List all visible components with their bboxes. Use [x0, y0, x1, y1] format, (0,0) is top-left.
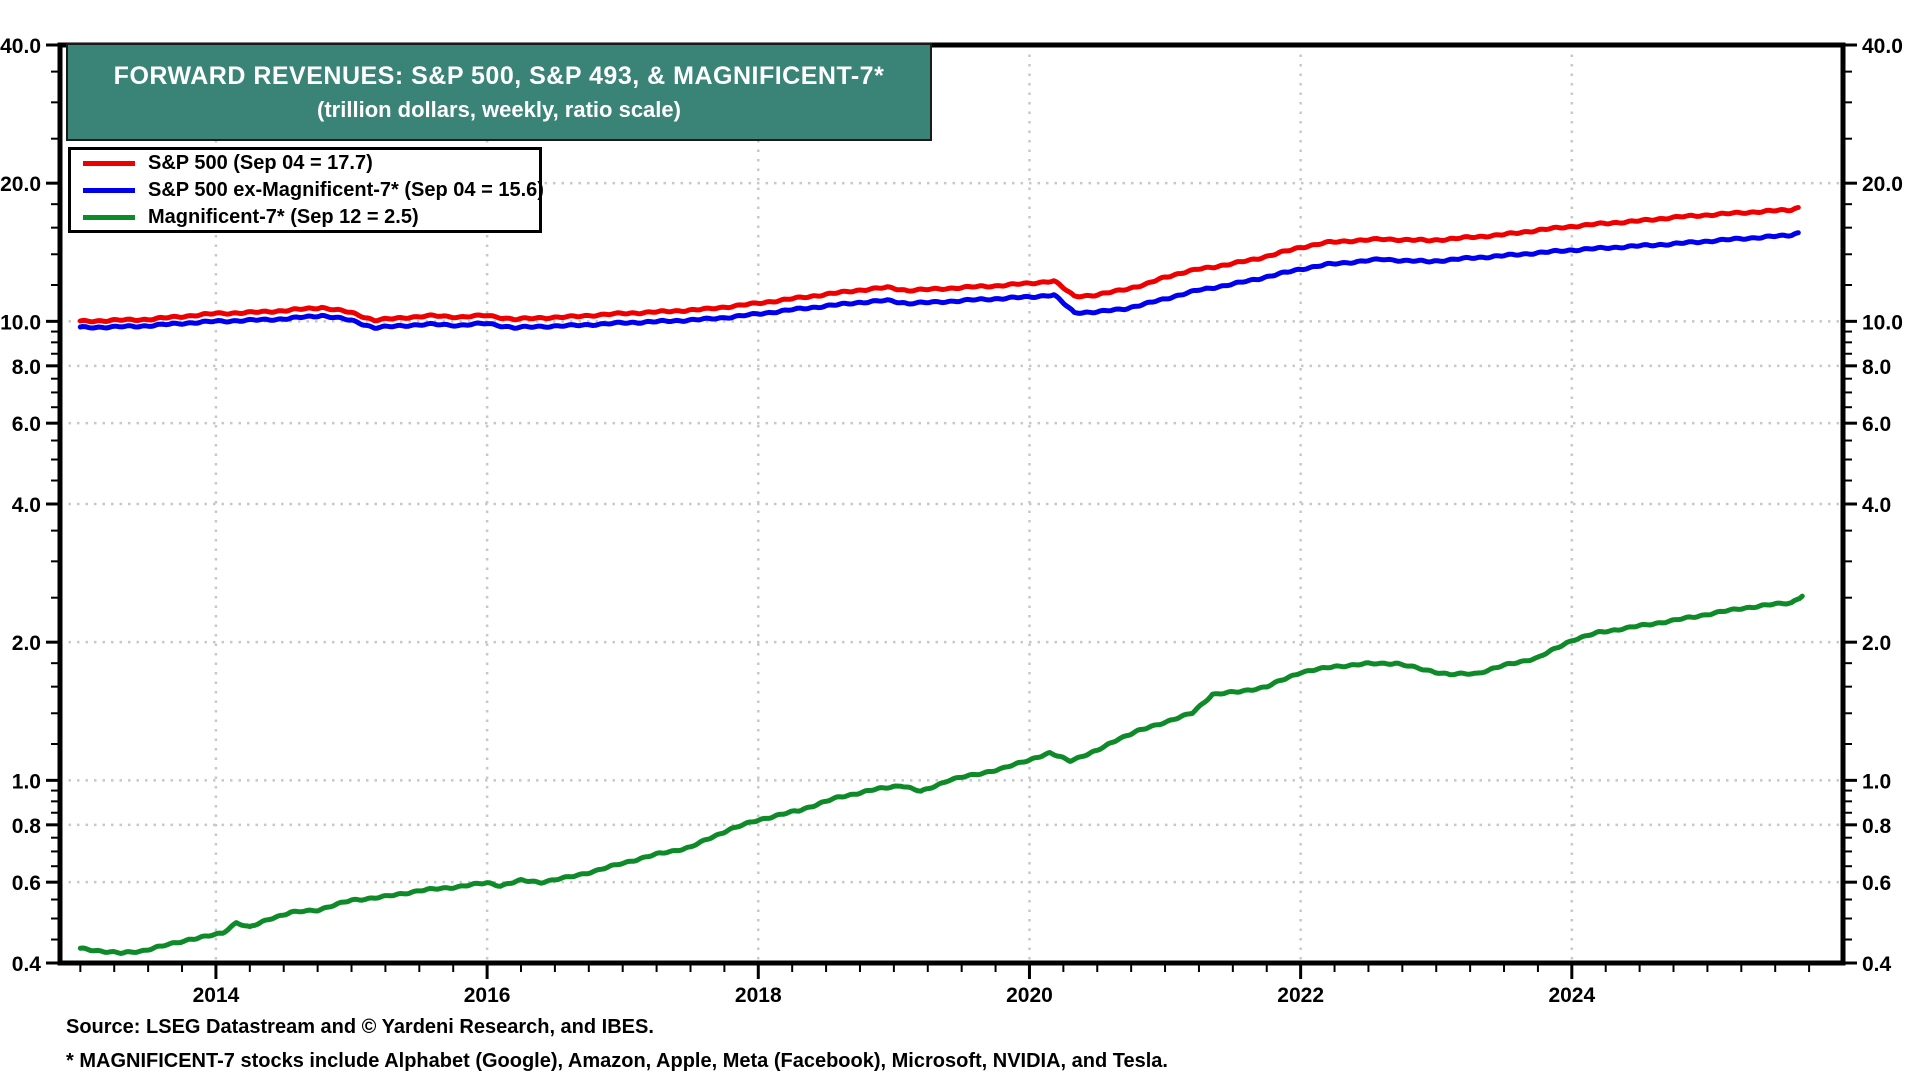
y-axis-label-right-0.8: 0.8 — [1862, 815, 1892, 838]
y-axis-label-right-20: 20.0 — [1862, 173, 1903, 196]
legend-label-sp493: S&P 500 ex-Magnificent-7* (Sep 04 = 15.6… — [148, 178, 544, 201]
series-line-mag7 — [77, 593, 1805, 956]
series-line-sp500 — [77, 205, 1801, 325]
x-axis-label-2022: 2022 — [1277, 984, 1324, 1007]
x-axis-label-2014: 2014 — [193, 984, 240, 1007]
chart-title: FORWARD REVENUES: S&P 500, S&P 493, & MA… — [113, 61, 885, 90]
sp500-line-swatch — [83, 160, 135, 166]
y-axis-label-right-2: 2.0 — [1862, 632, 1891, 655]
x-axis-label-2020: 2020 — [1006, 984, 1053, 1007]
magnificent7-footnote: * MAGNIFICENT-7 stocks include Alphabet … — [66, 1050, 1168, 1072]
y-axis-label-right-40: 40.0 — [1862, 35, 1903, 58]
legend-label-sp500: S&P 500 (Sep 04 = 17.7) — [148, 151, 373, 174]
chart-footer: Source: LSEG Datastream and © Yardeni Re… — [66, 1016, 1168, 1080]
source-note: Source: LSEG Datastream and © Yardeni Re… — [66, 1016, 654, 1038]
y-axis-label-left-0.6: 0.6 — [12, 872, 41, 895]
y-axis-label-left-4: 4.0 — [12, 494, 41, 517]
y-axis-label-left-2: 2.0 — [12, 632, 41, 655]
y-axis-label-right-0.4: 0.4 — [1862, 953, 1892, 976]
sp493-line-swatch — [83, 187, 135, 193]
y-axis-label-right-8: 8.0 — [1862, 356, 1891, 379]
y-axis-label-left-0.8: 0.8 — [12, 815, 42, 838]
series-line-sp493 — [77, 230, 1801, 331]
y-axis-label-right-0.6: 0.6 — [1862, 872, 1891, 895]
legend: S&P 500 (Sep 04 = 17.7) S&P 500 ex-Magni… — [68, 147, 544, 233]
y-axis-label-right-6: 6.0 — [1862, 413, 1891, 436]
legend-label-mag7: Magnificent-7* (Sep 12 = 2.5) — [148, 205, 419, 228]
y-axis-label-left-0.4: 0.4 — [12, 953, 42, 976]
plot-border — [57, 42, 1846, 966]
x-axis-label-2016: 2016 — [464, 984, 511, 1007]
y-axis-label-left-6: 6.0 — [12, 413, 41, 436]
mag7-line-swatch — [83, 214, 135, 220]
legend-item-sp493: S&P 500 ex-Magnificent-7* (Sep 04 = 15.6… — [83, 179, 544, 202]
y-axis-label-right-4: 4.0 — [1862, 494, 1891, 517]
legend-item-mag7: Magnificent-7* (Sep 12 = 2.5) — [83, 206, 539, 229]
y-axis-label-left-1: 1.0 — [12, 770, 41, 793]
x-axis-label-2024: 2024 — [1548, 984, 1595, 1007]
y-axis-label-left-40: 40.0 — [0, 35, 41, 58]
chart-subtitle: (trillion dollars, weekly, ratio scale) — [317, 96, 681, 122]
y-axis-label-right-1: 1.0 — [1862, 770, 1891, 793]
y-axis-label-left-20: 20.0 — [0, 173, 41, 196]
legend-item-sp500: S&P 500 (Sep 04 = 17.7) — [83, 152, 539, 175]
x-axis-label-2018: 2018 — [735, 984, 782, 1007]
y-axis-label-left-8: 8.0 — [12, 356, 41, 379]
y-axis-label-right-10: 10.0 — [1862, 311, 1903, 334]
y-axis-label-left-10: 10.0 — [0, 311, 41, 334]
chart-title-box: FORWARD REVENUES: S&P 500, S&P 493, & MA… — [66, 43, 932, 141]
